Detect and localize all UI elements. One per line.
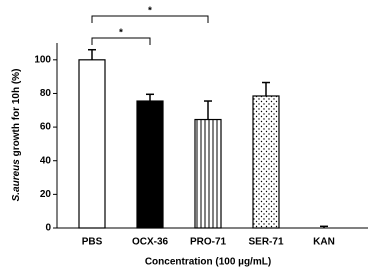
error-bar bbox=[204, 100, 212, 120]
bar bbox=[78, 59, 106, 229]
x-axis-title: Concentration (100 µg/mL) bbox=[145, 257, 271, 268]
error-bar bbox=[88, 48, 96, 60]
y-tick-label: 80 bbox=[40, 88, 52, 99]
y-tick-label: 40 bbox=[40, 155, 52, 166]
y-tick-label: 0 bbox=[45, 223, 51, 234]
bar bbox=[252, 95, 280, 229]
x-tick-label: PRO-71 bbox=[190, 237, 227, 248]
y-tick-label: 60 bbox=[40, 122, 52, 133]
error-bar bbox=[146, 93, 154, 102]
significance-label: * bbox=[148, 6, 152, 17]
x-tick-label: OCX-36 bbox=[132, 237, 169, 248]
y-tick-label: 20 bbox=[40, 189, 52, 200]
error-bar bbox=[320, 225, 328, 228]
bar bbox=[136, 100, 164, 229]
y-tick-label: 100 bbox=[34, 54, 51, 65]
y-title-rest: growth for 10h (%) bbox=[11, 69, 22, 160]
x-tick-label: PBS bbox=[82, 237, 103, 248]
x-tick-label: KAN bbox=[313, 237, 335, 248]
significance-label: * bbox=[119, 28, 123, 39]
bar bbox=[194, 118, 222, 229]
y-axis-title: S.aureus growth for 10h (%) bbox=[11, 69, 22, 202]
significance-bracket bbox=[91, 37, 151, 45]
significance-bracket bbox=[91, 15, 209, 23]
y-title-italic: S.aureus bbox=[11, 159, 22, 202]
error-bar bbox=[262, 81, 270, 96]
x-tick-label: SER-71 bbox=[248, 237, 283, 248]
